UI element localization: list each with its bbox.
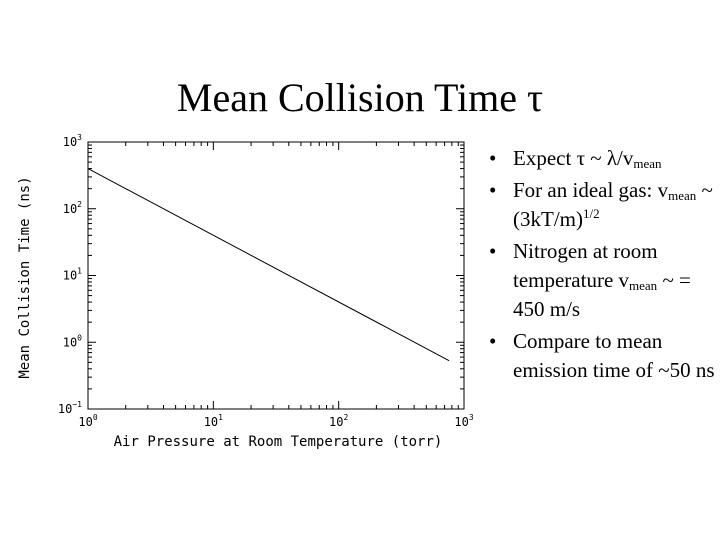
y-tick-label: 103: [63, 133, 82, 149]
series-line: [87, 168, 450, 362]
bullet-dot-icon: •: [489, 329, 497, 353]
tau-symbol: τ: [526, 75, 544, 120]
bullet-dot-icon: •: [489, 178, 497, 202]
bullet-item: • Expect τ ~ λ/vmean: [483, 144, 715, 173]
bullet-dot-icon: •: [489, 146, 497, 170]
bullet-item: • Nitrogen at room temperature vmean ~ = …: [483, 237, 715, 324]
bullet-text-part: mean: [633, 156, 662, 171]
x-tick-label: 103: [454, 413, 473, 429]
bullet-text-part: mean: [668, 188, 697, 203]
y-tick-label: 100: [63, 333, 82, 349]
bullet-text-part: ~ (3kT/m): [513, 178, 713, 231]
y-tick-label: 10−1: [58, 400, 82, 416]
bullet-text-part: τ: [576, 146, 586, 170]
bullet-item: • For an ideal gas: vmean ~ (3kT/m)1/2: [483, 176, 715, 234]
y-tick-label: 101: [63, 267, 82, 283]
x-axis-label: Air Pressure at Room Temperature (torr): [114, 434, 443, 450]
bullet-text-part: 1/2: [582, 206, 600, 221]
bullet-text-part: For an ideal gas: v: [513, 178, 669, 202]
bullet-dot-icon: •: [489, 239, 497, 263]
bullet-text-part: ~ = 450 m/s: [513, 268, 691, 321]
bullet-text-part: ~ λ/v: [585, 146, 634, 170]
slide-title-text: Mean Collision Time: [176, 75, 517, 120]
y-tick-label: 102: [63, 200, 82, 216]
slide-title: Mean Collision Time τ: [0, 74, 720, 121]
bullet-text-part: Expect: [513, 146, 577, 170]
x-tick-label: 101: [204, 413, 223, 429]
collision-time-chart: 100 101 102 103 10−1 100 101 102 103 Air Pressure…: [0, 125, 480, 465]
x-tick-label: 102: [329, 413, 348, 429]
bullet-text-part: Nitrogen at room temperature v: [513, 239, 658, 292]
y-axis-label: Mean Collision Time (ns): [17, 176, 33, 378]
plot-frame: [87, 141, 465, 410]
bullet-item: • Compare to mean emission time of ~50 ns: [483, 327, 715, 385]
bullet-text-part: mean: [629, 278, 658, 293]
bullet-text-part: Compare to mean emission time of ~50 ns: [513, 329, 715, 382]
bullet-list: • Expect τ ~ λ/vmean • For an ideal gas: vm…: [483, 144, 715, 388]
x-tick-label: 100: [78, 413, 97, 429]
